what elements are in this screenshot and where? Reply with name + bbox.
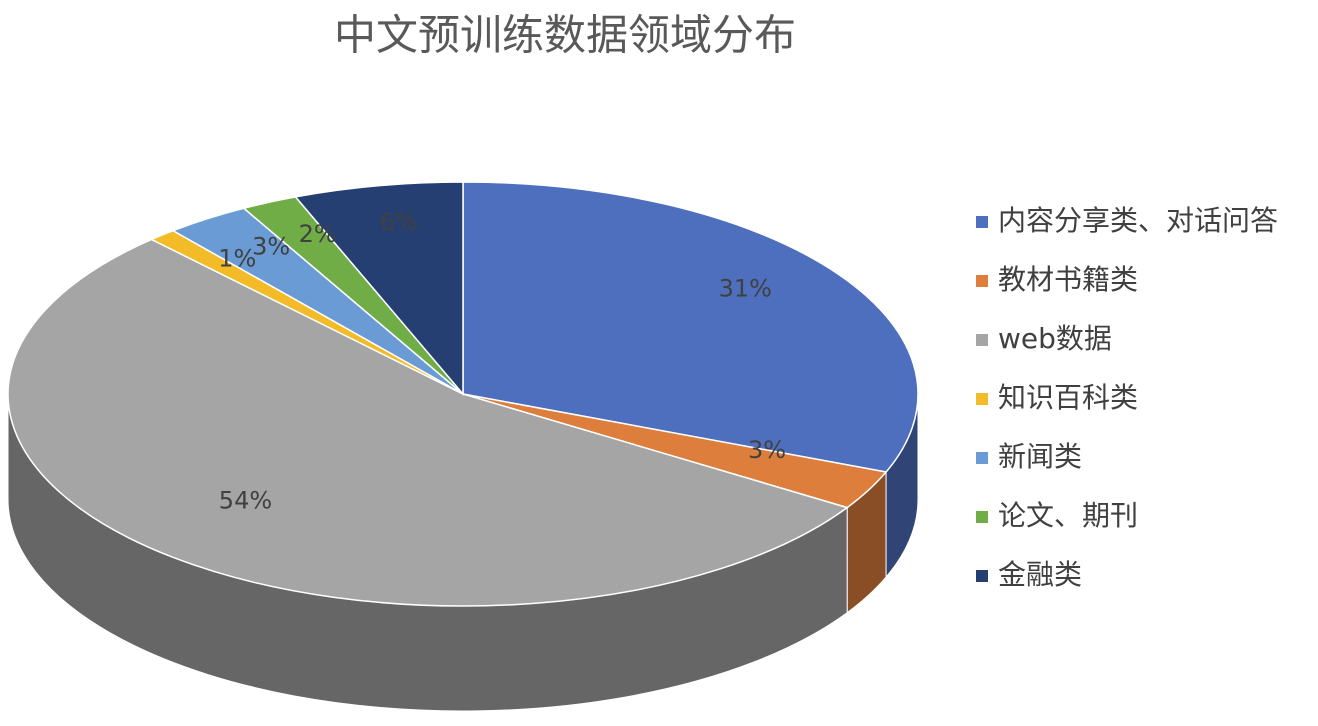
data-label: 6% [380,208,418,236]
legend-label: 金融类 [998,558,1082,591]
legend-swatch [976,452,988,464]
legend-label: 内容分享类、对话问答 [998,204,1278,237]
legend-swatch [976,216,988,228]
slice [7,238,849,607]
legend-label: web数据 [998,322,1112,355]
legend-swatch [976,334,988,346]
legend-label: 新闻类 [998,440,1082,473]
data-label: 54% [219,487,272,515]
slice [462,181,919,473]
legend-swatch [976,275,988,287]
legend-swatch [976,393,988,405]
data-label: 3% [252,232,290,260]
pie-tops [7,181,919,607]
data-labels: 31%3%54%1%3% 2% 6% [218,208,786,515]
legend-swatch [976,511,988,523]
legend-swatch [976,570,988,582]
chart-title: 中文预训练数据领域分布 [334,11,796,60]
pie-sides [7,393,919,712]
legend-label: 知识百科类 [998,381,1138,414]
data-label: 31% [719,275,772,303]
slice [294,181,464,397]
data-label: 3% [748,436,786,464]
data-label: 2% [299,220,337,248]
legend-label: 教材书籍类 [998,263,1138,296]
legend-label: 论文、期刊 [998,499,1138,532]
data-label: 1% [218,245,256,273]
